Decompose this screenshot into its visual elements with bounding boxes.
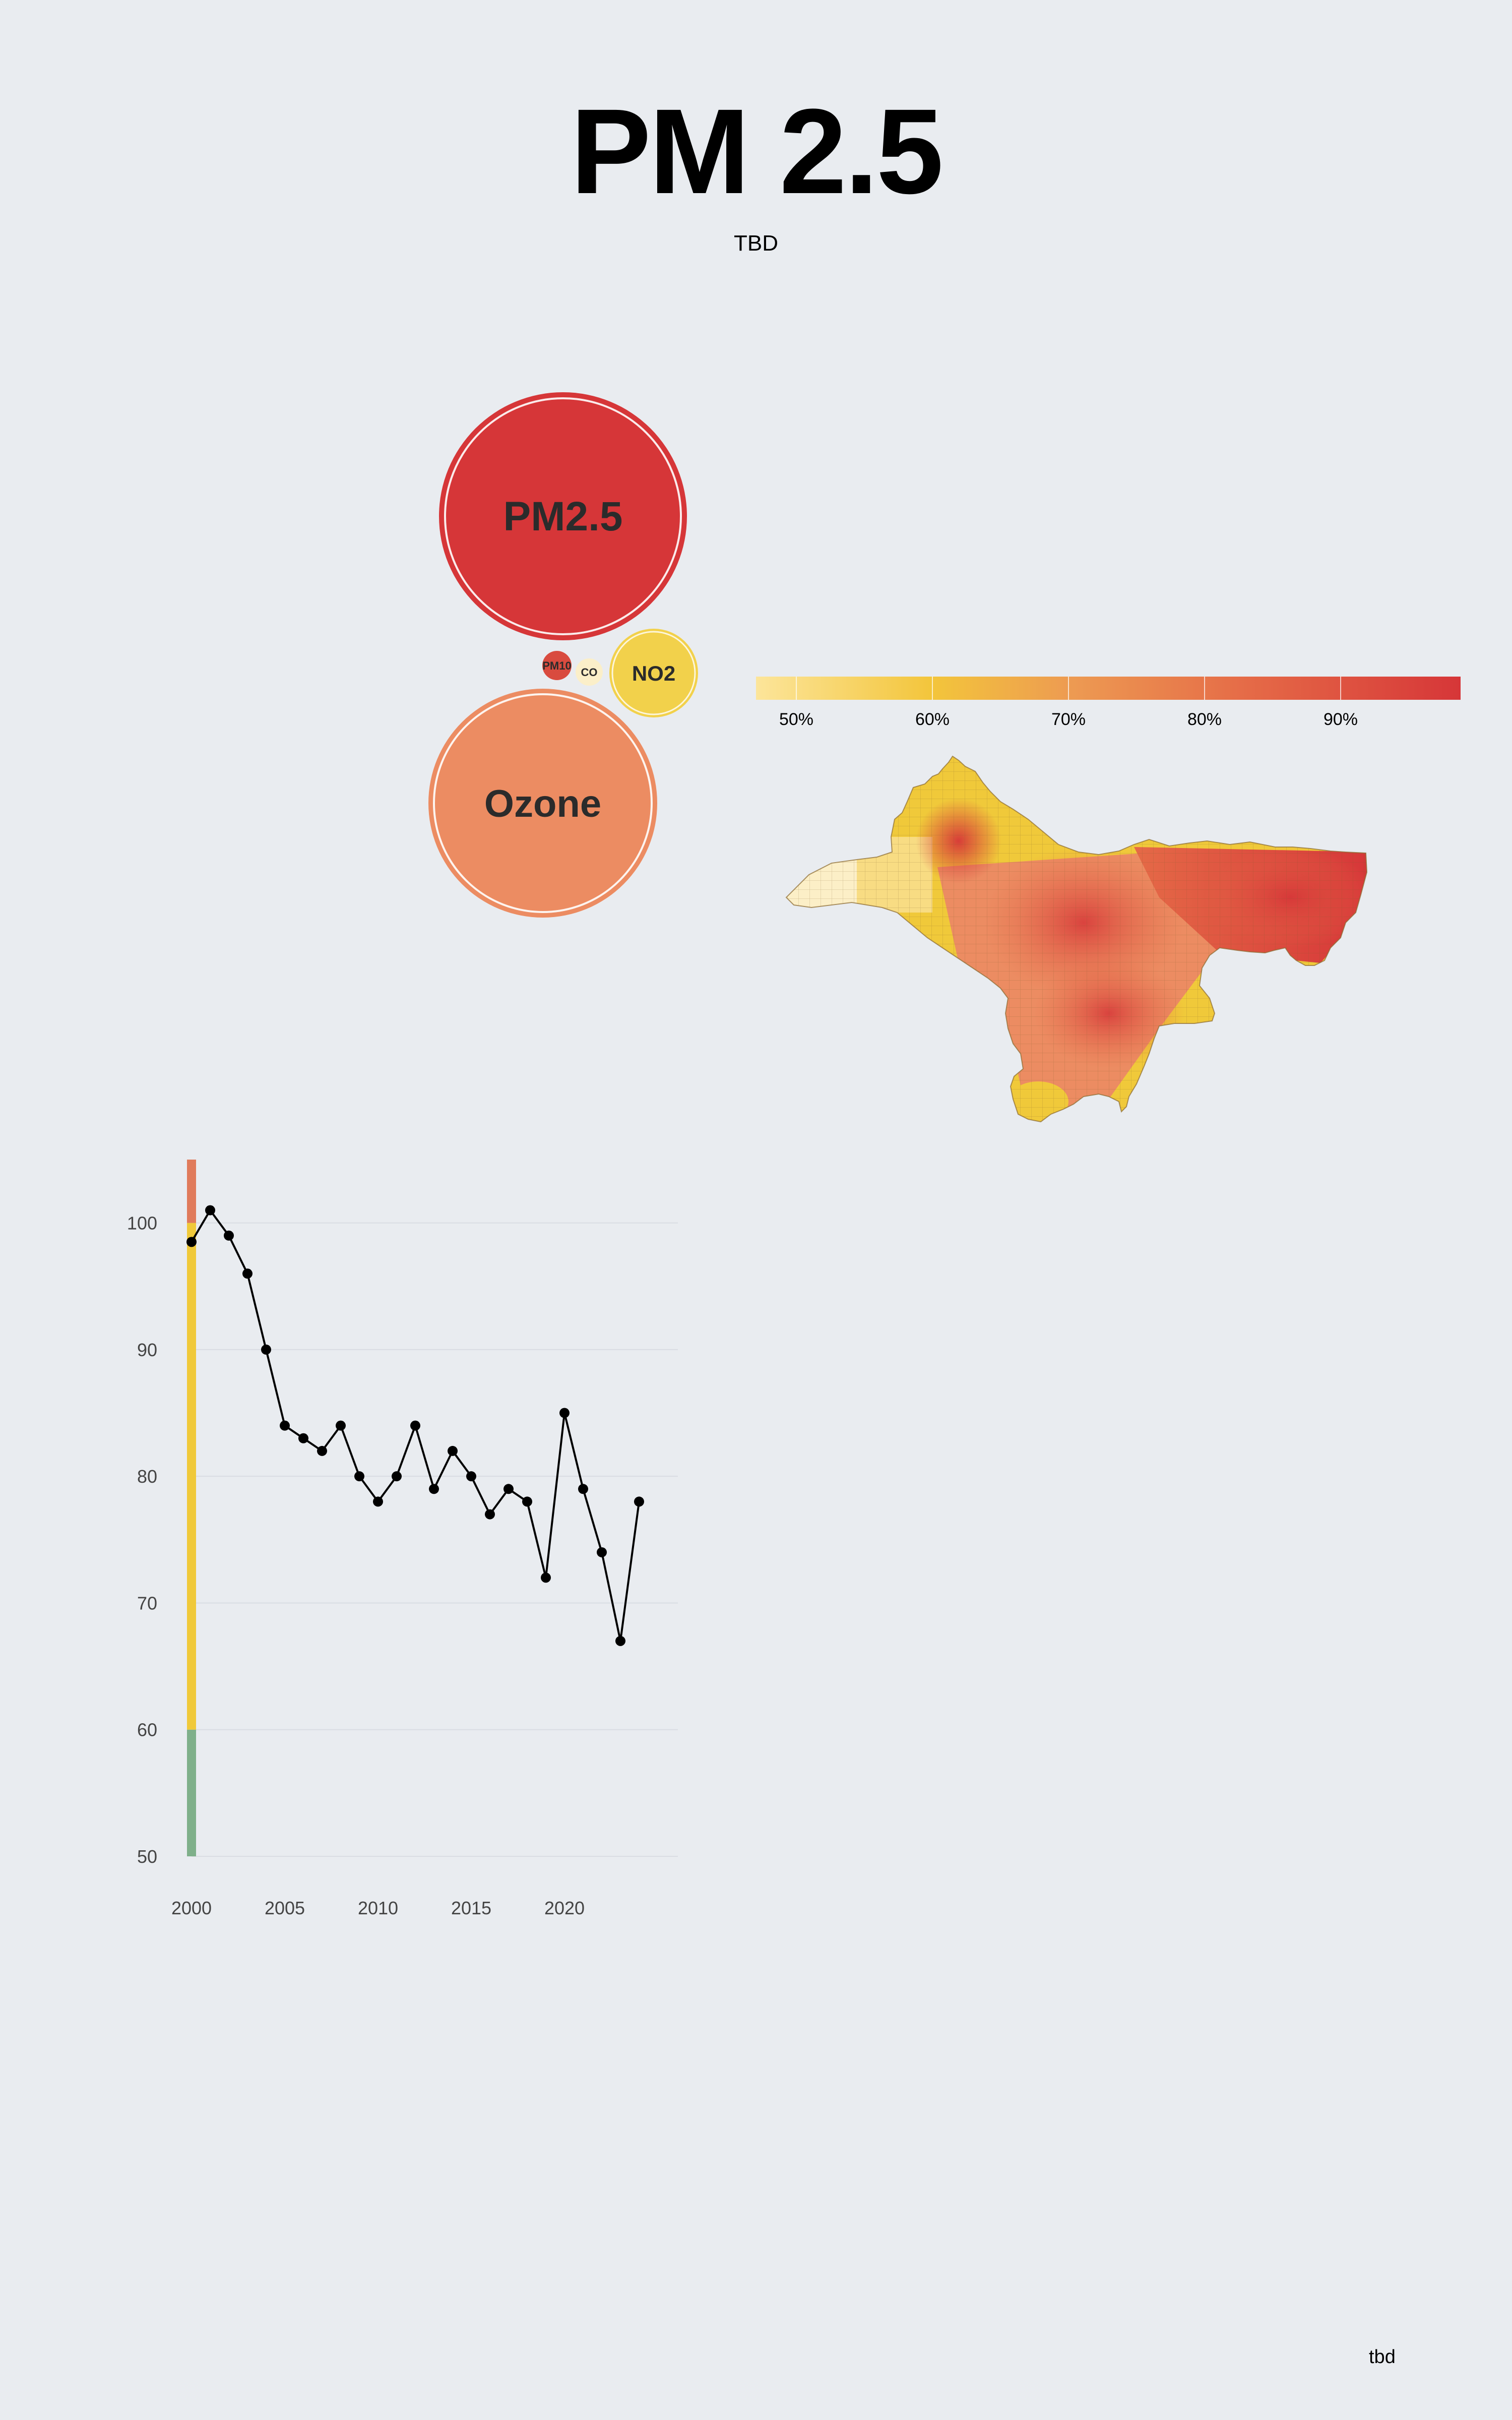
x-tick-label: 2020 — [544, 1898, 585, 1918]
bubble-label-no2: NO2 — [632, 661, 675, 685]
bubble-label-pm10: PM10 — [542, 659, 571, 672]
data-point[interactable] — [615, 1636, 625, 1646]
bubble-label-co: CO — [581, 666, 598, 679]
legend-tick-80: 80% — [1187, 710, 1222, 729]
bubble-co[interactable]: CO — [576, 658, 603, 686]
series-points — [186, 1205, 644, 1646]
page-subtitle: TBD — [734, 231, 778, 256]
data-point[interactable] — [317, 1445, 327, 1456]
data-point[interactable] — [261, 1344, 271, 1355]
legend-tick-50: 50% — [779, 710, 813, 729]
data-point[interactable] — [298, 1433, 308, 1443]
data-point[interactable] — [559, 1408, 570, 1418]
bubble-ozone[interactable]: Ozone — [428, 689, 657, 918]
y-tick-label: 60 — [137, 1720, 157, 1740]
legend-color-bar — [756, 677, 1461, 700]
data-point[interactable] — [597, 1547, 607, 1557]
data-point[interactable] — [186, 1237, 197, 1247]
footer-note: tbd — [1369, 2346, 1396, 2368]
data-point[interactable] — [373, 1496, 383, 1507]
data-point[interactable] — [280, 1420, 290, 1431]
y-tick-label: 100 — [127, 1213, 157, 1234]
data-point[interactable] — [522, 1496, 532, 1507]
data-point[interactable] — [354, 1471, 364, 1482]
legend-tick-60: 60% — [915, 710, 950, 729]
page-title: PM 2.5 — [570, 84, 943, 219]
data-point[interactable] — [336, 1420, 346, 1431]
threshold-band — [187, 1223, 196, 1730]
data-point[interactable] — [205, 1205, 215, 1216]
data-point[interactable] — [410, 1420, 420, 1431]
data-point[interactable] — [541, 1572, 551, 1583]
threshold-band — [187, 1729, 196, 1856]
bubble-label-pm25: PM2.5 — [503, 494, 623, 539]
data-point[interactable] — [392, 1471, 402, 1482]
data-point[interactable] — [448, 1445, 458, 1456]
chart-threshold-bands — [187, 1160, 196, 1856]
map-regions — [786, 756, 1367, 1122]
legend-tick-90: 90% — [1324, 710, 1358, 729]
data-point[interactable] — [485, 1509, 495, 1520]
x-tick-label: 2000 — [171, 1898, 212, 1918]
bubble-pm25[interactable]: PM2.5 — [439, 392, 687, 640]
threshold-band — [187, 1160, 196, 1223]
y-tick-label: 70 — [137, 1593, 157, 1613]
chart-x-axis: 2000 2005 2010 2015 2020 — [171, 1898, 585, 1918]
x-tick-label: 2010 — [358, 1898, 398, 1918]
y-tick-label: 50 — [137, 1846, 157, 1867]
bubble-label-ozone: Ozone — [484, 782, 601, 825]
data-point[interactable] — [429, 1484, 439, 1494]
x-tick-label: 2015 — [451, 1898, 491, 1918]
series-line — [191, 1208, 640, 1642]
data-point[interactable] — [503, 1484, 514, 1494]
data-point[interactable] — [578, 1484, 588, 1494]
chart-gridlines — [192, 1222, 678, 1857]
chart-y-axis: 50 60 70 80 90 100 — [127, 1213, 157, 1867]
data-point[interactable] — [634, 1496, 644, 1507]
y-tick-label: 80 — [137, 1466, 157, 1487]
data-point[interactable] — [466, 1471, 476, 1482]
y-tick-label: 90 — [137, 1340, 157, 1360]
data-point[interactable] — [242, 1268, 253, 1279]
bubble-pm10[interactable]: PM10 — [542, 651, 572, 680]
x-tick-label: 2005 — [265, 1898, 305, 1918]
data-point[interactable] — [224, 1230, 234, 1241]
bubble-no2[interactable]: NO2 — [609, 629, 698, 717]
legend-tick-70: 70% — [1051, 710, 1086, 729]
